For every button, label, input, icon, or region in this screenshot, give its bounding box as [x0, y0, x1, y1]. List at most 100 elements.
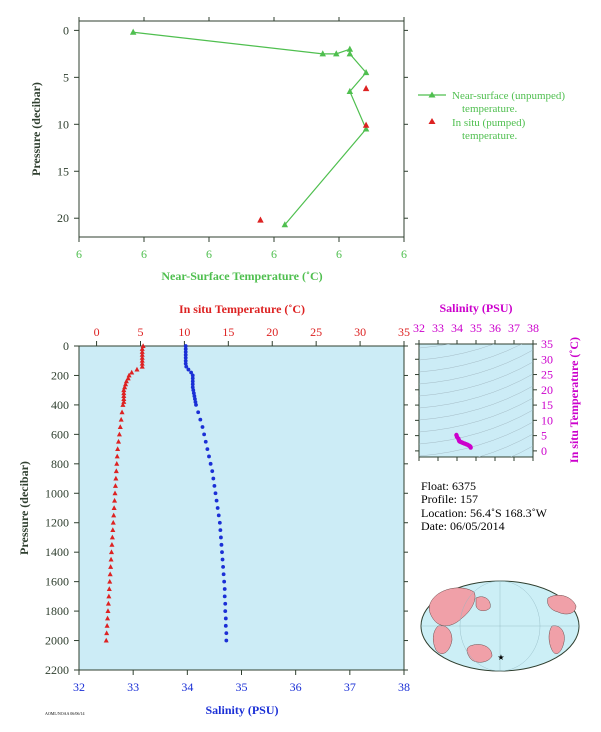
- salinity-point: [208, 461, 213, 466]
- temperature-point: [116, 431, 122, 437]
- unpumped-temperature-point: [362, 125, 370, 132]
- ts-temperature-tick-label: 25: [541, 368, 553, 382]
- temperature-point: [121, 387, 127, 393]
- top-x-axis-label: Near-Surface Temperature (˚C): [161, 269, 322, 283]
- legend-label-unpumped: Near-surface (unpumped) temperature.: [452, 90, 568, 115]
- salinity-point: [221, 572, 226, 577]
- temperature-point: [107, 578, 113, 584]
- pressure-tick-label: 200: [51, 368, 69, 382]
- salinity-point: [205, 447, 210, 451]
- salinity-point: [213, 491, 218, 496]
- salinity-point: [183, 352, 188, 357]
- temperature-point: [108, 549, 115, 555]
- salinity-tick-label: 37: [344, 680, 356, 694]
- pumped-temperature-point: [362, 85, 370, 92]
- pumped-temperature-point: [362, 121, 370, 128]
- salinity-point: [214, 498, 219, 503]
- legend-label-pumped: In situ (pumped) temperature.: [452, 117, 528, 142]
- pressure-tick-label: 1400: [45, 545, 69, 559]
- temperature-point: [125, 375, 131, 381]
- salinity-point: [202, 432, 207, 437]
- salinity-point: [198, 417, 203, 422]
- density-contour: [510, 445, 533, 457]
- salinity-tick-label: 38: [398, 680, 410, 694]
- main-bottom-axis-label: Salinity (PSU): [205, 703, 278, 717]
- density-contour: [419, 349, 533, 385]
- salinity-point: [212, 484, 217, 488]
- temperature-point: [121, 396, 127, 401]
- temperature-point: [139, 360, 145, 366]
- salinity-point: [207, 454, 211, 459]
- pressure-tick-label: 800: [51, 457, 69, 471]
- top-y-tick-label: 0: [63, 23, 69, 37]
- temperature-point: [116, 438, 122, 444]
- unpumped-temperature-point: [333, 50, 340, 57]
- unpumped-temperature-point: [129, 28, 137, 35]
- salinity-tick-label: 32: [73, 680, 85, 694]
- temperature-point: [119, 409, 125, 415]
- ts-temperature-tick-label: 10: [541, 413, 553, 427]
- salinity-point: [220, 557, 225, 562]
- pumped-temperature-point: [257, 216, 264, 223]
- temperature-point: [113, 475, 119, 481]
- pressure-tick-label: 2000: [45, 634, 69, 648]
- density-contour: [419, 397, 533, 433]
- temperature-point: [121, 393, 127, 399]
- top-y-tick-label: 20: [57, 211, 69, 225]
- temperature-point: [123, 378, 129, 384]
- temperature-tick-label: 5: [137, 325, 143, 339]
- salinity-point: [186, 367, 191, 372]
- temperature-point: [122, 384, 128, 390]
- salinity-point: [220, 550, 224, 555]
- temperature-point: [109, 534, 115, 540]
- top-x-tick-label: 6: [401, 247, 407, 261]
- salinity-point: [189, 370, 194, 375]
- density-contour: [419, 373, 533, 409]
- salinity-point: [200, 425, 205, 429]
- top-x-tick-label: 6: [206, 247, 212, 261]
- salinity-point: [191, 391, 196, 396]
- temperature-point: [121, 390, 127, 396]
- temperature-point: [118, 416, 124, 422]
- temperature-point: [106, 586, 112, 591]
- salinity-point: [184, 364, 189, 369]
- top-x-tick-label: 6: [141, 247, 147, 261]
- salinity-point: [190, 376, 195, 381]
- ts-salinity-tick-label: 32: [413, 321, 425, 335]
- density-contours: [419, 344, 533, 457]
- temperature-point: [139, 349, 145, 354]
- temperature-point: [139, 363, 145, 369]
- temperature-point: [140, 343, 146, 348]
- temperature-point: [103, 637, 109, 643]
- temperature-tick-label: 0: [94, 325, 100, 339]
- salinity-point: [223, 601, 228, 606]
- top-x-tick-label: 6: [76, 247, 82, 261]
- temperature-point: [115, 446, 121, 452]
- top-plot-frame: [78, 20, 405, 238]
- salinity-point: [190, 373, 195, 378]
- temperature-point: [123, 381, 129, 387]
- density-contour: [419, 344, 495, 361]
- temperature-point: [104, 623, 110, 628]
- temperature-point: [129, 369, 135, 375]
- temperature-point: [117, 424, 123, 429]
- salinity-point: [194, 403, 198, 407]
- temperature-point: [108, 556, 114, 562]
- salinity-point: [183, 361, 188, 366]
- salinity-point: [223, 616, 228, 621]
- legend-marker-unpumped: [428, 91, 436, 98]
- top-y-tick-label: 15: [57, 164, 69, 178]
- ts-point: [468, 445, 473, 450]
- temperature-tick-label: 25: [310, 325, 322, 339]
- temperature-tick-label: 20: [266, 325, 278, 339]
- pressure-tick-label: 400: [51, 398, 69, 412]
- salinity-point: [224, 638, 229, 643]
- near-surface-temperature-chart: 6 6 6 6 6 6 0 5 10 15 20 Near-Surface Temperature…: [29, 17, 568, 283]
- main-top-axis-label: In situ Temperature (˚C): [179, 302, 305, 316]
- main-y-axis-label: Pressure (decibar): [17, 461, 31, 555]
- unpumped-temperature-point: [281, 221, 289, 228]
- profile-chart: 0 5 10 15 20 25 30 35 32 33 34 35 36 37 38 0 200 400 600…: [17, 302, 410, 717]
- temperature-point: [121, 399, 127, 404]
- pressure-tick-label: 1000: [45, 486, 69, 500]
